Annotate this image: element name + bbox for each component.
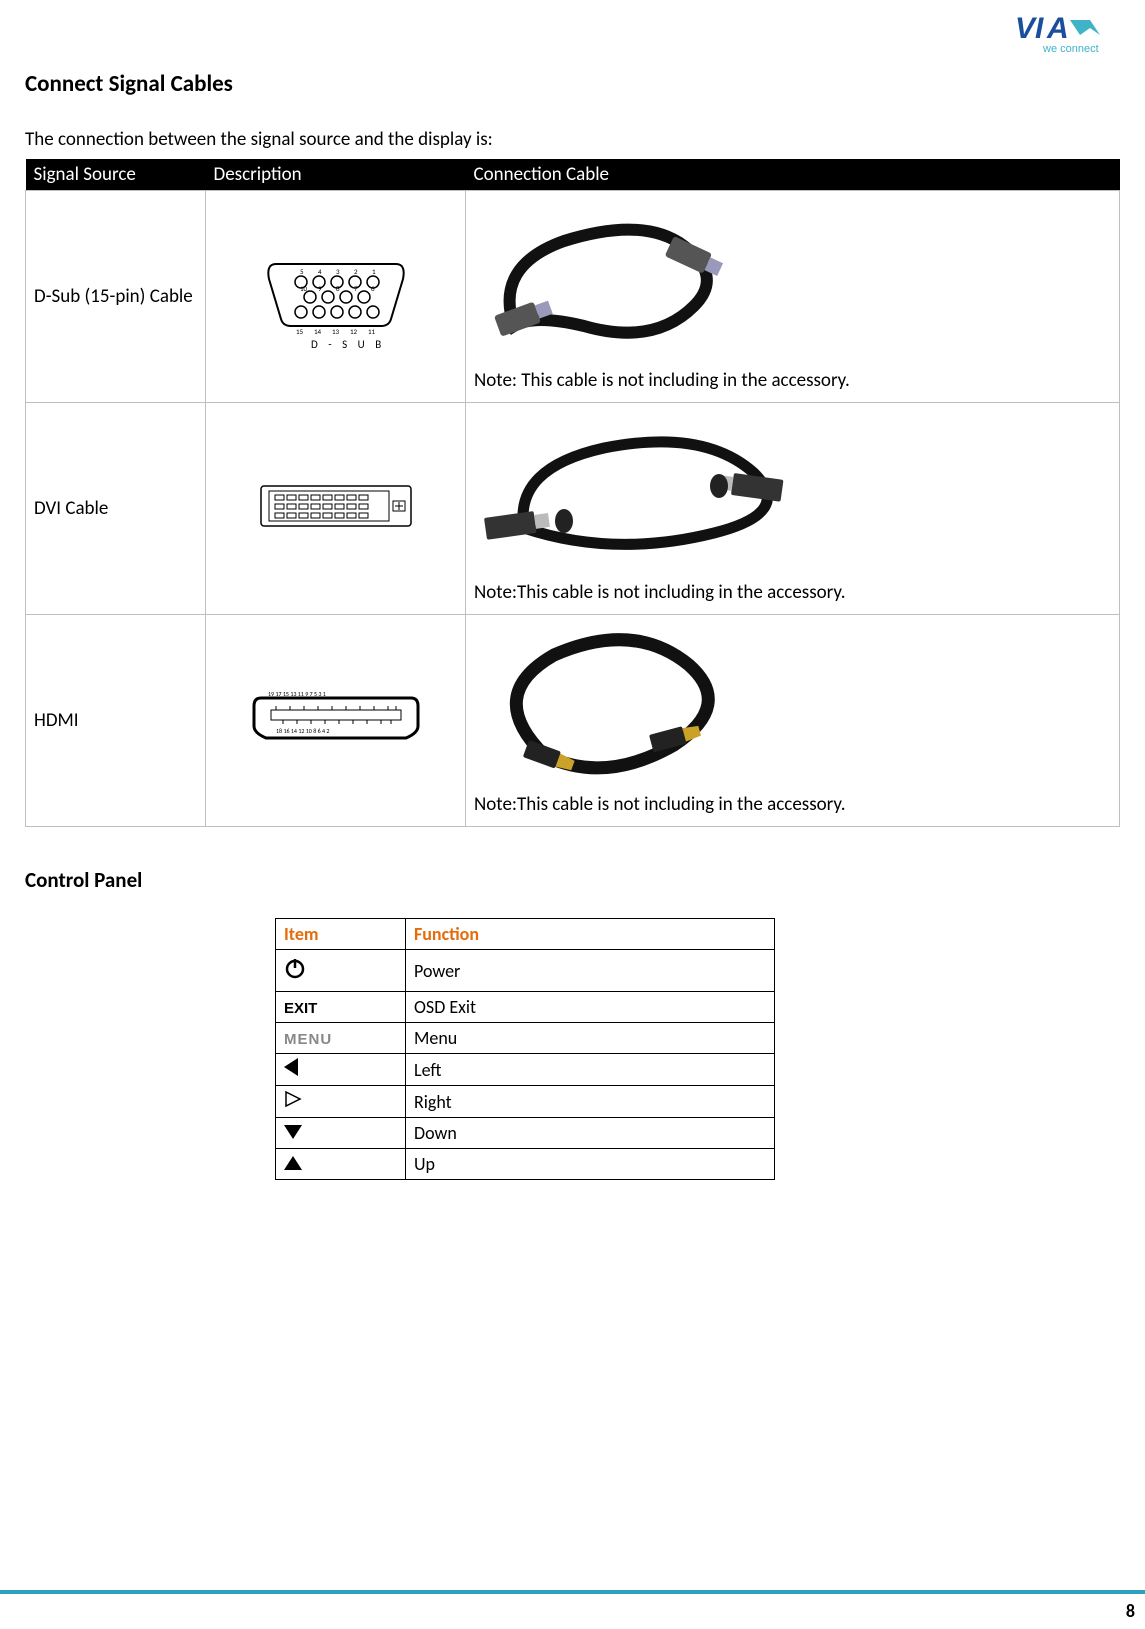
- svg-text:D - S U B: D - S U B: [311, 338, 385, 351]
- svg-text:7: 7: [354, 284, 358, 293]
- icon-cell: [276, 950, 406, 992]
- power-icon: [284, 954, 306, 982]
- exit-icon: EXIT: [284, 1000, 317, 1017]
- function-cell: OSD Exit: [406, 992, 775, 1023]
- function-cell: Down: [406, 1118, 775, 1149]
- table-row: HDMI 19 17 15 13 11 9 7 5 3 1 18 16 14 1…: [26, 615, 1120, 827]
- right-arrow-icon: [284, 1090, 302, 1108]
- cell-desc: 5 4 3 2 1 10 9 8 7 6 15 14 13 12 11 D - S U B: [206, 191, 466, 403]
- svg-text:4: 4: [318, 267, 322, 276]
- icon-cell: [276, 1118, 406, 1149]
- th-connection-cable: Connection Cable: [466, 159, 1120, 191]
- th-description: Description: [206, 159, 466, 191]
- intro-text: The connection between the signal source…: [25, 128, 1120, 151]
- function-cell: Right: [406, 1086, 775, 1118]
- left-arrow-icon: [284, 1058, 298, 1076]
- icon-cell: MENU: [276, 1023, 406, 1054]
- svg-text:13: 13: [332, 327, 340, 336]
- cable-note: Note:This cable is not including in the …: [474, 793, 1111, 816]
- table-row: Down: [276, 1118, 775, 1149]
- function-cell: Left: [406, 1054, 775, 1086]
- svg-text:6: 6: [371, 284, 375, 293]
- table-row: Right: [276, 1086, 775, 1118]
- svg-text:12: 12: [350, 327, 358, 336]
- cable-note: Note: This cable is not including in the…: [474, 369, 1111, 392]
- section-title-control: Control Panel: [25, 867, 1120, 893]
- up-arrow-icon: [284, 1156, 302, 1170]
- table-row: EXIT OSD Exit: [276, 992, 775, 1023]
- vga-cable-icon: [474, 206, 734, 356]
- function-cell: Up: [406, 1149, 775, 1180]
- dvi-cable-icon: [474, 418, 794, 568]
- svg-text:8: 8: [336, 284, 340, 293]
- svg-text:A: A: [1046, 12, 1069, 45]
- dsub-connector-icon: 5 4 3 2 1 10 9 8 7 6 15 14 13 12 11 D - S U B: [256, 234, 416, 354]
- svg-text:15: 15: [296, 327, 304, 336]
- th-item: Item: [276, 919, 406, 950]
- cell-desc: 19 17 15 13 11 9 7 5 3 1 18 16 14 12 10 …: [206, 615, 466, 827]
- table-row: MENU Menu: [276, 1023, 775, 1054]
- table-row: D-Sub (15-pin) Cable 5 4 3 2 1 10 9 8 7 6 15 14 13…: [26, 191, 1120, 403]
- icon-cell: [276, 1149, 406, 1180]
- svg-text:10: 10: [300, 284, 308, 293]
- table-row: Left: [276, 1054, 775, 1086]
- svg-text:5: 5: [300, 267, 304, 276]
- svg-text:18 16 14 12 10 8 6 4 2: 18 16 14 12 10 8 6 4 2: [276, 727, 329, 735]
- svg-text:19 17 15 13 11 9 7 5 3 1: 19 17 15 13 11 9 7 5 3 1: [268, 690, 326, 698]
- svg-text:I: I: [1035, 12, 1044, 45]
- icon-cell: EXIT: [276, 992, 406, 1023]
- cell-cable: Note:This cable is not including in the …: [466, 615, 1120, 827]
- cell-source: DVI Cable: [26, 403, 206, 615]
- hdmi-connector-icon: 19 17 15 13 11 9 7 5 3 1 18 16 14 12 10 …: [246, 678, 426, 758]
- icon-cell: [276, 1086, 406, 1118]
- function-cell: Menu: [406, 1023, 775, 1054]
- signal-cables-table: Signal Source Description Connection Cab…: [25, 159, 1120, 827]
- svg-text:1: 1: [372, 267, 376, 276]
- table-row: Up: [276, 1149, 775, 1180]
- cell-source: HDMI: [26, 615, 206, 827]
- cell-desc: [206, 403, 466, 615]
- page-number: 8: [0, 1600, 1145, 1622]
- hdmi-cable-icon: [474, 625, 734, 785]
- svg-text:11: 11: [368, 327, 376, 336]
- svg-text:14: 14: [314, 327, 322, 336]
- table-row: DVI Cable: [26, 403, 1120, 615]
- th-signal-source: Signal Source: [26, 159, 206, 191]
- svg-text:2: 2: [354, 267, 358, 276]
- cable-note: Note:This cable is not including in the …: [474, 581, 1111, 604]
- down-arrow-icon: [284, 1125, 302, 1139]
- function-cell: Power: [406, 950, 775, 992]
- cell-cable: Note:This cable is not including in the …: [466, 403, 1120, 615]
- svg-text:9: 9: [318, 284, 322, 293]
- table-row: Power: [276, 950, 775, 992]
- svg-text:3: 3: [336, 267, 340, 276]
- section-title-cables: Connect Signal Cables: [25, 70, 1120, 98]
- th-function: Function: [406, 919, 775, 950]
- dvi-connector-icon: [251, 471, 421, 541]
- menu-icon: MENU: [284, 1031, 332, 1048]
- cell-source: D-Sub (15-pin) Cable: [26, 191, 206, 403]
- logo-tagline: we connect: [1042, 43, 1099, 55]
- icon-cell: [276, 1054, 406, 1086]
- page-footer: 8: [0, 1590, 1145, 1622]
- control-panel-table: Item Function Power EXIT OSD Exit MENU M…: [275, 918, 775, 1180]
- cell-cable: Note: This cable is not including in the…: [466, 191, 1120, 403]
- brand-logo: V I A we connect: [1015, 10, 1125, 66]
